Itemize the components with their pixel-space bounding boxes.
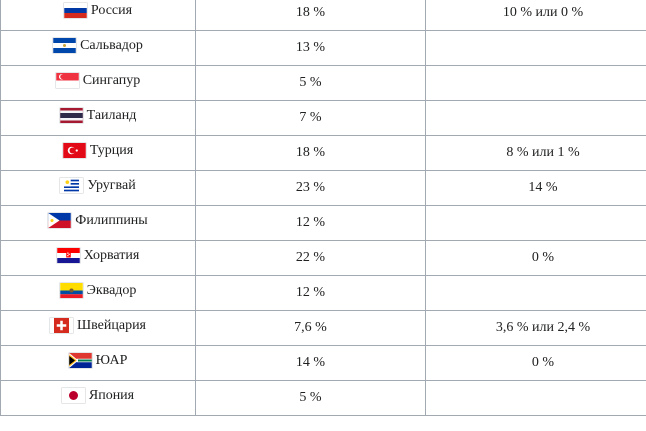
standard-rate-cell: 14 % [195, 345, 426, 381]
country: Сальвадор [53, 38, 143, 54]
reduced-rate-cell [425, 100, 646, 136]
country: Турция [63, 143, 133, 159]
country-name[interactable]: Швейцария [77, 317, 146, 333]
country-cell: Хорватия [0, 240, 196, 276]
country-name[interactable]: Эквадор [86, 282, 137, 298]
reduced-rate-cell: 3,6 % или 2,4 % [425, 310, 646, 346]
croatia-flag-icon [56, 248, 80, 264]
country-cell: ЮАР [0, 345, 196, 381]
country-name[interactable]: Турция [89, 142, 134, 158]
table-row: Филиппины 12 % [0, 205, 646, 241]
country-cell: Таиланд [0, 100, 196, 136]
standard-rate-cell: 12 % [195, 205, 426, 241]
reduced-rate-cell [425, 275, 646, 311]
country-cell: Турция [0, 135, 196, 171]
switzerland-flag-icon [50, 318, 73, 334]
table-row: Сальвадор 13 % [0, 30, 646, 66]
country: ЮАР [68, 352, 128, 369]
country: Япония [62, 388, 134, 404]
reduced-rate-cell [425, 65, 646, 101]
singapore-flag-icon [55, 73, 79, 89]
country-cell: Сингапур [0, 65, 196, 101]
standard-rate-cell: 5 % [195, 380, 426, 416]
table-row: Хорватия 22 % 0 % [0, 240, 646, 276]
country: Таиланд [59, 107, 137, 124]
country-cell: Уругвай [0, 170, 196, 206]
country-name[interactable]: Хорватия [83, 247, 140, 263]
country-name[interactable]: Япония [88, 387, 135, 403]
table-row: ЮАР 14 % 0 % [0, 345, 646, 381]
country-cell: Сальвадор [0, 30, 196, 66]
reduced-rate-cell: 10 % или 0 % [425, 0, 646, 31]
country-cell: Швейцария [0, 310, 196, 346]
ecuador-flag-icon [59, 283, 83, 299]
table-row: Турция 18 % 8 % или 1 % [0, 135, 646, 171]
country-name[interactable]: Сальвадор [80, 37, 143, 53]
reduced-rate-cell [425, 380, 646, 416]
country: Уругвай [60, 177, 136, 194]
country-name[interactable]: Россия [90, 2, 133, 18]
country-cell: Филиппины [0, 205, 196, 241]
reduced-rate-cell [425, 30, 646, 66]
table-row: Уругвай 23 % 14 % [0, 170, 646, 206]
country-name[interactable]: Таиланд [86, 107, 137, 123]
south-africa-flag-icon [68, 353, 92, 369]
country: Сингапур [55, 72, 141, 89]
turkey-flag-icon [63, 143, 86, 159]
reduced-rate-cell: 0 % [425, 240, 646, 276]
thailand-flag-icon [59, 108, 83, 124]
reduced-rate-cell [425, 205, 646, 241]
country: Швейцария [50, 318, 146, 334]
standard-rate-cell: 7,6 % [195, 310, 426, 346]
table-row: Япония 5 % [0, 380, 646, 416]
country: Россия [64, 3, 132, 19]
standard-rate-cell: 23 % [195, 170, 426, 206]
russia-flag-icon [64, 3, 87, 19]
vat-rates-table: Россия 18 % 10 % или 0 % Сальвадор 13 % … [0, 0, 646, 416]
standard-rate-cell: 5 % [195, 65, 426, 101]
table-row: Швейцария 7,6 % 3,6 % или 2,4 % [0, 310, 646, 346]
country-name[interactable]: Филиппины [75, 212, 148, 228]
standard-rate-cell: 18 % [195, 135, 426, 171]
country-name[interactable]: ЮАР [95, 352, 128, 368]
standard-rate-cell: 22 % [195, 240, 426, 276]
el-salvador-flag-icon [53, 38, 76, 54]
country: Филиппины [48, 212, 148, 229]
table-row: Таиланд 7 % [0, 100, 646, 136]
table-row: Сингапур 5 % [0, 65, 646, 101]
standard-rate-cell: 12 % [195, 275, 426, 311]
standard-rate-cell: 13 % [195, 30, 426, 66]
country-cell: Япония [0, 380, 196, 416]
vat-table-body: Россия 18 % 10 % или 0 % Сальвадор 13 % … [0, 0, 646, 416]
philippines-flag-icon [48, 213, 72, 229]
country: Хорватия [56, 247, 140, 264]
country-name[interactable]: Уругвай [87, 177, 136, 193]
table-row: Эквадор 12 % [0, 275, 646, 311]
reduced-rate-cell: 8 % или 1 % [425, 135, 646, 171]
japan-flag-icon [62, 388, 85, 404]
reduced-rate-cell: 14 % [425, 170, 646, 206]
reduced-rate-cell: 0 % [425, 345, 646, 381]
standard-rate-cell: 18 % [195, 0, 426, 31]
table-row: Россия 18 % 10 % или 0 % [0, 0, 646, 31]
country-cell: Россия [0, 0, 196, 31]
country: Эквадор [59, 282, 137, 299]
country-cell: Эквадор [0, 275, 196, 311]
standard-rate-cell: 7 % [195, 100, 426, 136]
uruguay-flag-icon [60, 178, 83, 194]
country-name[interactable]: Сингапур [82, 72, 141, 88]
